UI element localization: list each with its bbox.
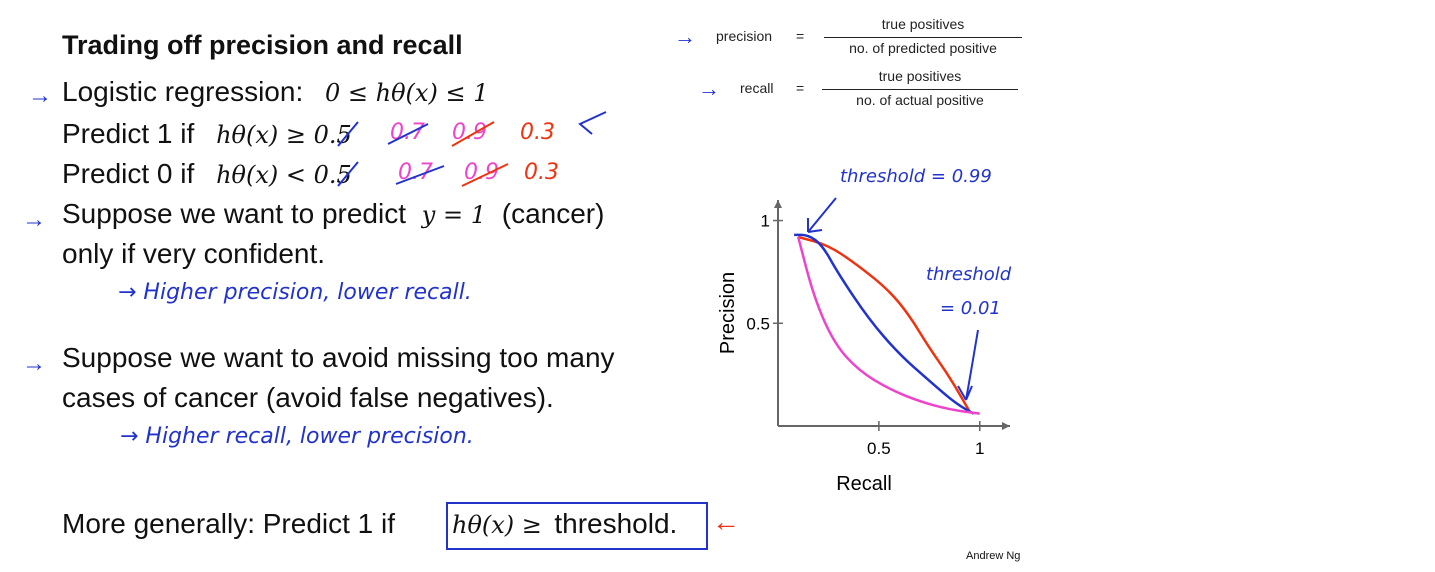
slide-title: Trading off precision and recall (62, 30, 463, 60)
predict1-line: Predict 1 if hθ(x) ≥ 0.5 (62, 118, 352, 149)
threshold-box (446, 502, 708, 550)
annotation-threshold-high: threshold = 0.99 (840, 166, 992, 187)
handwritten-note-recall: → Higher recall, lower precision. (120, 424, 474, 449)
logistic-line: Logistic regression: 0 ≤ hθ(x) ≤ 1 (62, 76, 489, 107)
general-line: More generally: Predict 1 if (62, 508, 396, 539)
x-axis-arrow-icon (1002, 422, 1010, 430)
check-arrow-icon (578, 111, 607, 135)
predict1-alt-0.9: 0.9 (452, 120, 487, 145)
definition-arrow-icon: → (674, 24, 696, 49)
series-line-1 (794, 233, 975, 415)
recall-def-name: recall (740, 80, 774, 96)
annotation-threshold-low-2: = 0.01 (940, 298, 1001, 319)
predict0-line: Predict 0 if hθ(x) < 0.5 (62, 158, 352, 189)
annotation-arrow-icon (807, 197, 837, 233)
recall-fraction-bar (822, 89, 1018, 90)
predict1-alt-0.3: 0.3 (520, 120, 555, 145)
y-axis-arrow-icon (774, 200, 782, 208)
bullet-arrow-icon: → (22, 350, 46, 377)
handwritten-note-precision: → Higher precision, lower recall. (118, 280, 472, 305)
precision-fraction-bar (824, 37, 1022, 38)
precision-denominator: no. of predicted positive (849, 40, 997, 56)
precision-def-name: precision (716, 28, 773, 44)
annotation-arrow-icon (957, 329, 979, 401)
precision-recall-chart: 0.5 1 1 0.5 Recall Precision threshold = 0.99… (717, 166, 1012, 495)
confident-line-2: only if very confident. (62, 238, 326, 269)
confident-line-1: Suppose we want to predict y = 1 (cancer… (62, 198, 605, 229)
x-tick-label: 1 (975, 439, 984, 458)
definition-arrow-icon: → (698, 76, 720, 101)
predict0-alt-0.3: 0.3 (524, 160, 559, 185)
avoid-line-1: Suppose we want to avoid missing too man… (62, 342, 615, 373)
bullet-arrow-icon: → (28, 82, 52, 109)
y-tick-label: 1 (761, 212, 770, 231)
recall-def-eq: = (796, 80, 805, 96)
predict0-alt-0.9: 0.9 (464, 160, 499, 185)
strike-overlay (337, 111, 607, 187)
recall-numerator: true positives (878, 68, 962, 84)
pointer-arrow-icon: ← (712, 506, 740, 537)
x-tick-label: 0.5 (867, 439, 891, 458)
general-expression: hθ(x) ≥ threshold. (452, 508, 678, 539)
y-axis-label: Precision (717, 272, 739, 354)
precision-def-eq: = (796, 28, 805, 44)
author-credit: Andrew Ng (966, 550, 1021, 562)
annotation-threshold-low-1: threshold (926, 264, 1012, 285)
x-axis-label: Recall (836, 473, 892, 495)
y-tick-label: 0.5 (746, 314, 770, 333)
avoid-line-2: cases of cancer (avoid false negatives). (62, 382, 554, 413)
series-line-2 (796, 236, 980, 415)
recall-denominator: no. of actual positive (856, 92, 984, 108)
bullet-arrow-icon: → (22, 206, 46, 233)
precision-numerator: true positives (881, 16, 965, 32)
